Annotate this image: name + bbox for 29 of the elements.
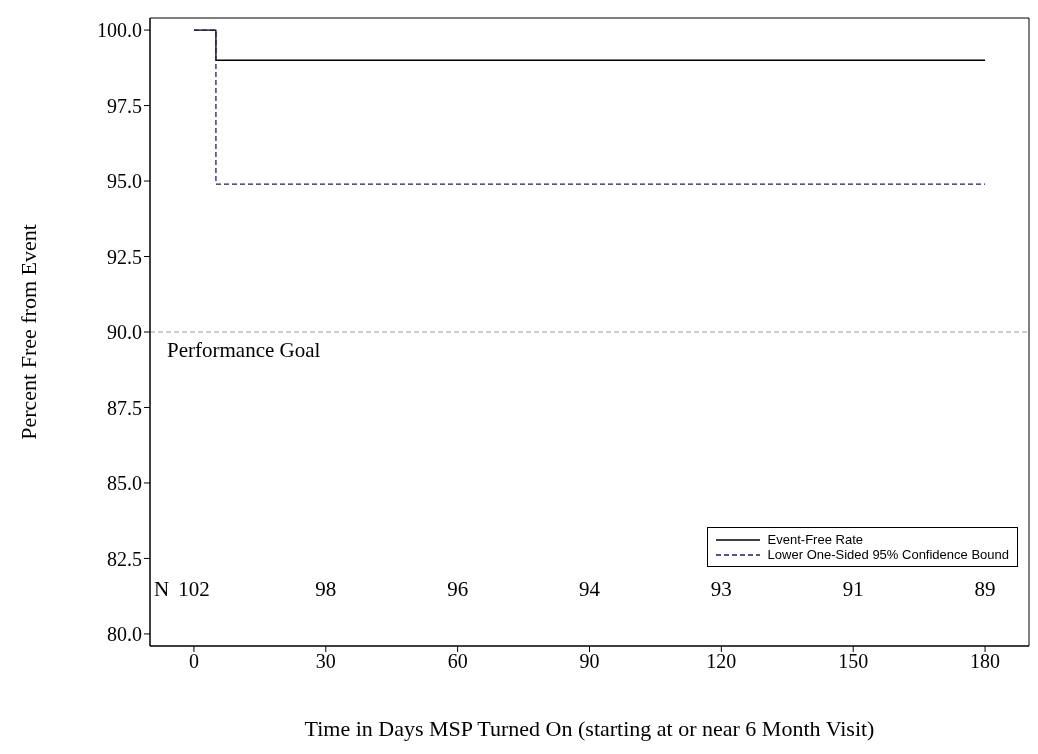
x-tick-label: 0 bbox=[188, 650, 199, 673]
annotation: 89 bbox=[974, 577, 996, 602]
annotation: 102 bbox=[178, 577, 210, 602]
annotation: 98 bbox=[315, 577, 337, 602]
y-tick-label: 90.0 bbox=[107, 321, 142, 344]
y-tick-label: 80.0 bbox=[107, 623, 142, 646]
legend-label: Lower One-Sided 95% Confidence Bound bbox=[767, 547, 1009, 562]
x-axis-title: Time in Days MSP Turned On (starting at or near 6 Month Visit) bbox=[304, 716, 875, 741]
y-tick-label: 87.5 bbox=[107, 396, 142, 419]
y-tick-label: 92.5 bbox=[107, 245, 142, 268]
ref-line-label: Performance Goal bbox=[167, 338, 321, 362]
y-tick-label: 95.0 bbox=[107, 170, 142, 193]
y-axis-title: Percent Free from Event bbox=[15, 224, 41, 440]
annotation: 96 bbox=[447, 577, 469, 602]
annotation: 94 bbox=[579, 577, 601, 602]
x-tick-label: 90 bbox=[579, 650, 600, 673]
annotation: 93 bbox=[710, 577, 732, 602]
y-tick-label: 82.5 bbox=[107, 547, 142, 570]
x-tick-label: 150 bbox=[838, 650, 869, 673]
x-tick-label: 30 bbox=[315, 650, 336, 673]
legend-label: Event-Free Rate bbox=[767, 532, 863, 547]
x-tick-label: 120 bbox=[706, 650, 737, 673]
x-tick-label: 180 bbox=[970, 650, 1001, 673]
y-tick-label: 97.5 bbox=[107, 94, 142, 117]
annotation: N bbox=[154, 577, 170, 602]
annotation: 91 bbox=[842, 577, 864, 602]
y-tick-label: 85.0 bbox=[107, 472, 142, 495]
y-tick-label: 100.0 bbox=[97, 19, 142, 42]
x-tick-label: 60 bbox=[447, 650, 468, 673]
